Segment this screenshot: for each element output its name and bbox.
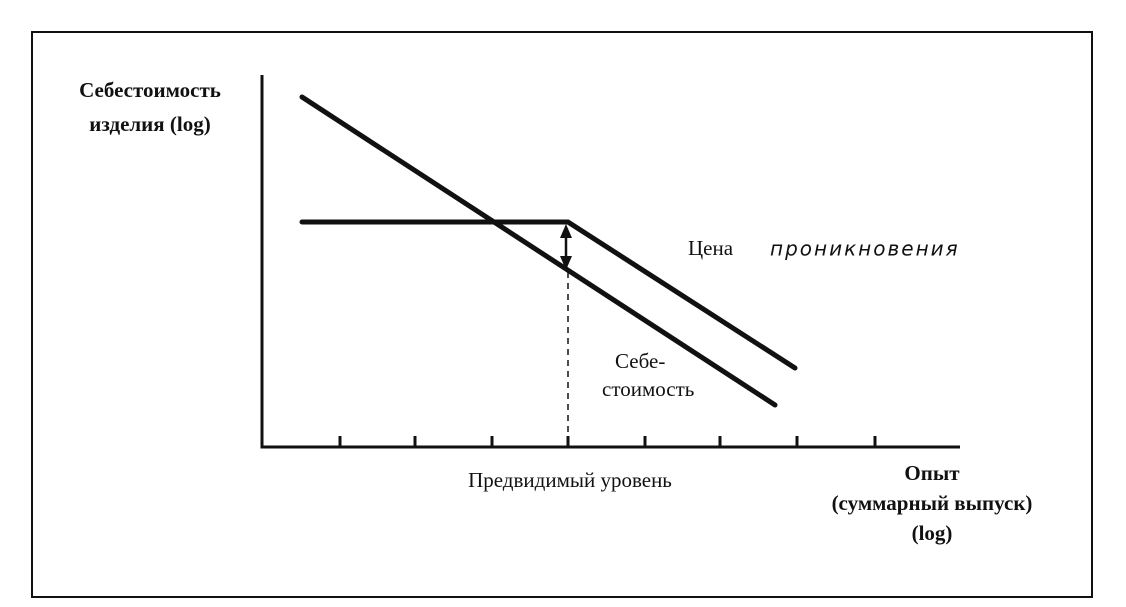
y-axis-label: изделия (log): [89, 112, 210, 136]
y-axis-label: Себестоимость: [79, 78, 221, 102]
frame: [31, 31, 1093, 598]
x-ticks: [338, 436, 877, 447]
cost-label: Себе-: [615, 349, 665, 373]
price-label-handwritten: проникновения: [770, 237, 960, 261]
gap-arrow: [560, 224, 572, 270]
axes: [260, 75, 960, 449]
price-line: [299, 219, 798, 371]
x-axis-label: (суммарный выпуск): [832, 491, 1033, 515]
x-axis-label: (log): [912, 521, 953, 545]
marker-label: Предвидимый уровень: [468, 468, 672, 492]
x-axis-label: Опыт: [904, 461, 960, 485]
cost-line: [299, 94, 778, 408]
price-label: Цена: [688, 236, 734, 260]
cost-label: стоимость: [602, 377, 694, 401]
